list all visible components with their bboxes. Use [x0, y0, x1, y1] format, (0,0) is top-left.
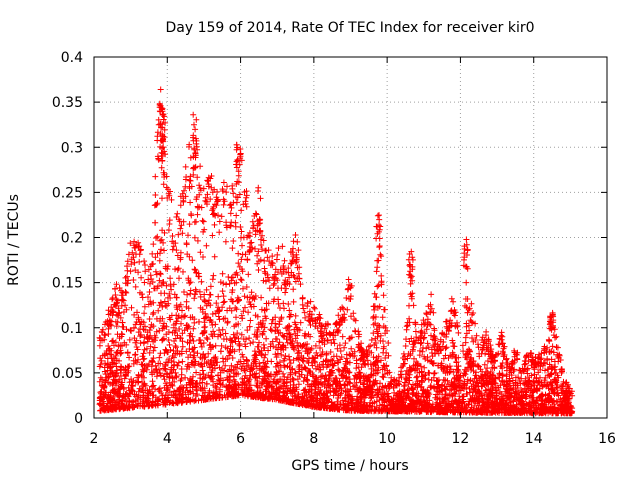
x-tick-label: 10 — [378, 431, 396, 447]
chart-title: Day 159 of 2014, Rate Of TEC Index for r… — [165, 20, 534, 36]
y-tick-label: 0.4 — [61, 50, 83, 66]
y-tick-label: 0.2 — [61, 231, 83, 247]
y-tick-label: 0.05 — [52, 366, 83, 382]
y-axis-label: ROTI / TECUs — [6, 194, 22, 286]
y-tick-label: 0.35 — [52, 95, 83, 111]
x-tick-label: 4 — [163, 431, 172, 447]
x-tick-label: 16 — [598, 431, 616, 447]
y-tick-label: 0 — [74, 411, 83, 427]
y-tick-label: 0.15 — [52, 276, 83, 292]
x-axis-label: GPS time / hours — [291, 458, 408, 474]
data-points — [96, 86, 576, 417]
tick-labels: 2 4 6 8 10 12 14 16 0 0.05 0.1 0.15 0.2 0.25 0.3 0.35 0.… — [52, 50, 616, 447]
y-tick-label: 0.1 — [61, 321, 83, 337]
roti-points — [96, 86, 576, 417]
x-tick-label: 8 — [309, 431, 318, 447]
x-tick-label: 6 — [236, 431, 245, 447]
x-tick-label: 12 — [452, 431, 470, 447]
axis-ticks — [93, 56, 608, 419]
x-tick-label: 2 — [90, 431, 99, 447]
y-tick-label: 0.25 — [52, 185, 83, 201]
x-tick-label: 14 — [525, 431, 543, 447]
y-tick-label: 0.3 — [61, 140, 83, 156]
